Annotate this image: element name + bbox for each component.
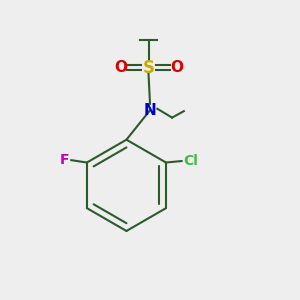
Text: F: F — [60, 153, 70, 167]
Text: N: N — [144, 103, 156, 118]
Text: O: O — [114, 60, 127, 75]
Text: O: O — [170, 60, 183, 75]
Text: S: S — [142, 58, 154, 76]
Text: Cl: Cl — [184, 154, 198, 168]
